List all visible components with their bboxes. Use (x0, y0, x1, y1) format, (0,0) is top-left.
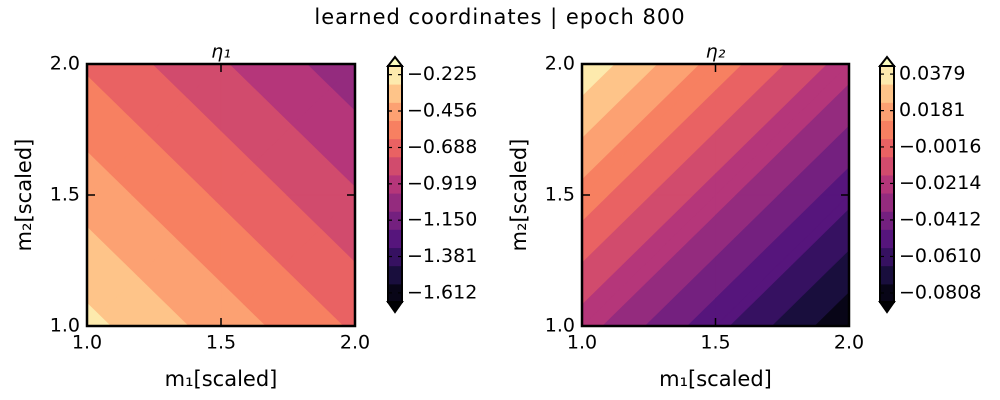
colorbar-band (880, 156, 894, 176)
colorbar-band (388, 265, 402, 285)
colorbar-tick-label: 0.0181 (899, 99, 965, 121)
colorbar-tick-label: −0.0412 (899, 208, 981, 230)
colorbar-tick-label: −1.612 (407, 281, 477, 303)
colorbar-extend-bottom (386, 301, 404, 314)
colorbar-band (388, 156, 402, 176)
contour-band (220, 282, 244, 327)
subplot-title: η₁ (211, 41, 231, 63)
colorbar-tick-label: −0.225 (407, 63, 477, 85)
x-axis-label: m₁[scaled] (659, 367, 772, 391)
colorbar-band (880, 283, 894, 303)
colorbar-tick-label: 0.0379 (899, 63, 965, 85)
colorbar-band (388, 66, 402, 85)
colorbar-tick-label: −1.381 (407, 245, 477, 267)
colorbar-band (388, 84, 402, 103)
x-tick-label: 1.5 (206, 332, 236, 354)
colorbar-extend-top (877, 55, 897, 67)
colorbar-tick-label: −0.456 (407, 99, 477, 121)
x-tick-label: 2.0 (340, 332, 370, 354)
y-tick-label: 2.0 (545, 53, 575, 75)
colorbar-tick-label: −0.0808 (899, 281, 981, 303)
colorbar-band (388, 247, 402, 267)
x-tick-label: 1.0 (567, 332, 597, 354)
y-tick-label: 2.0 (50, 53, 80, 75)
x-axis-label: m₁[scaled] (165, 367, 278, 391)
colorbar-band (880, 193, 894, 212)
colorbar-tick-label: −0.688 (407, 136, 477, 158)
colorbar-tick-label: −0.0016 (899, 135, 981, 157)
colorbar-band (388, 174, 402, 194)
y-tick-label: 1.0 (545, 315, 575, 337)
colorbar-extend-top (385, 55, 405, 67)
colorbar-band (880, 138, 894, 158)
x-tick-label: 2.0 (834, 332, 864, 354)
colorbar-band (880, 229, 894, 249)
colorbar-band (880, 120, 894, 140)
y-tick-label: 1.0 (50, 315, 80, 337)
figure-title: learned coordinates | epoch 800 (314, 5, 685, 30)
y-axis-label: m₂[scaled] (507, 139, 531, 252)
contour-band (220, 130, 254, 196)
colorbar-tick-label: −0.919 (407, 172, 477, 194)
colorbar-band (880, 211, 894, 230)
y-tick-label: 1.5 (50, 184, 80, 206)
colorbar-band (880, 102, 894, 121)
colorbar-band (880, 265, 894, 285)
colorbar-band (388, 193, 402, 212)
colorbar-band (388, 283, 402, 303)
colorbar-band (388, 229, 402, 249)
colorbar-band (880, 174, 894, 194)
y-axis-label: m₂[scaled] (12, 139, 36, 252)
colorbar-band (388, 120, 402, 140)
colorbar-band (880, 66, 894, 85)
colorbar-tick-label: −1.150 (407, 209, 477, 231)
colorbar-band (388, 211, 402, 230)
y-tick-label: 1.5 (545, 184, 575, 206)
colorbar-tick-label: −0.0610 (899, 245, 981, 267)
x-tick-label: 1.0 (72, 332, 102, 354)
colorbar-extend-bottom (878, 301, 896, 314)
colorbar-tick-label: −0.0214 (899, 172, 981, 194)
colorbar-band (388, 102, 402, 121)
subplot-title: η₂ (706, 41, 726, 63)
colorbar-band (880, 247, 894, 267)
colorbar-band (880, 84, 894, 103)
colorbar-band (388, 138, 402, 158)
x-tick-label: 1.5 (700, 332, 730, 354)
